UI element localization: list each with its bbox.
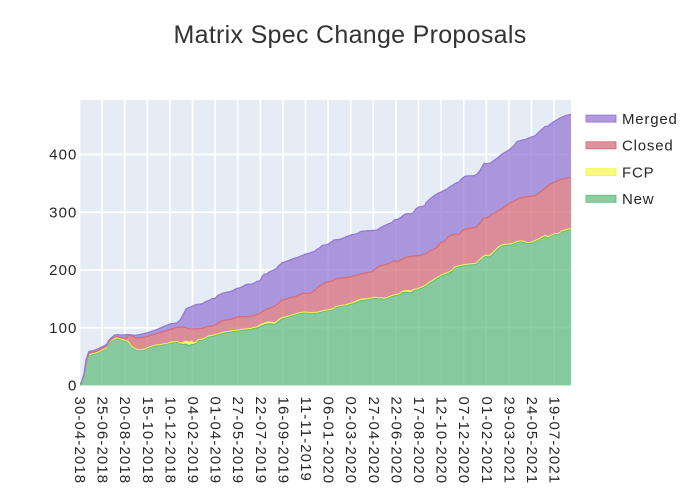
svg-text:300: 300 <box>49 204 77 221</box>
svg-text:Merged: Merged <box>622 111 678 128</box>
svg-text:Matrix Spec Change Proposals: Matrix Spec Change Proposals <box>173 21 526 49</box>
svg-text:02-03-2020: 02-03-2020 <box>342 397 359 485</box>
svg-text:01-02-2021: 01-02-2021 <box>478 397 495 485</box>
svg-text:16-09-2019: 16-09-2019 <box>274 397 291 485</box>
svg-text:29-03-2021: 29-03-2021 <box>500 397 517 485</box>
svg-text:25-06-2018: 25-06-2018 <box>94 397 111 485</box>
svg-text:10-12-2018: 10-12-2018 <box>161 397 178 485</box>
svg-text:Closed: Closed <box>622 138 674 155</box>
svg-text:11-11-2019: 11-11-2019 <box>297 397 314 483</box>
svg-text:12-10-2020: 12-10-2020 <box>433 397 450 485</box>
svg-text:17-08-2020: 17-08-2020 <box>410 397 427 485</box>
svg-text:100: 100 <box>49 320 77 337</box>
svg-text:30-04-2018: 30-04-2018 <box>71 397 88 485</box>
svg-text:27-04-2020: 27-04-2020 <box>365 397 382 485</box>
svg-text:New: New <box>622 191 654 208</box>
svg-text:22-07-2019: 22-07-2019 <box>252 397 269 485</box>
svg-text:01-04-2019: 01-04-2019 <box>207 397 224 485</box>
svg-text:04-02-2019: 04-02-2019 <box>184 397 201 485</box>
svg-text:400: 400 <box>49 147 77 164</box>
svg-text:27-05-2019: 27-05-2019 <box>229 397 246 485</box>
svg-text:07-12-2020: 07-12-2020 <box>455 397 472 485</box>
svg-text:06-01-2020: 06-01-2020 <box>320 397 337 485</box>
svg-text:24-05-2021: 24-05-2021 <box>523 397 540 485</box>
svg-text:0: 0 <box>68 378 77 395</box>
svg-text:22-06-2020: 22-06-2020 <box>387 397 404 485</box>
svg-text:15-10-2018: 15-10-2018 <box>139 397 156 485</box>
svg-text:19-07-2021: 19-07-2021 <box>546 397 563 485</box>
svg-text:FCP: FCP <box>622 164 654 181</box>
svg-text:200: 200 <box>49 262 77 279</box>
svg-text:20-08-2018: 20-08-2018 <box>116 397 133 485</box>
